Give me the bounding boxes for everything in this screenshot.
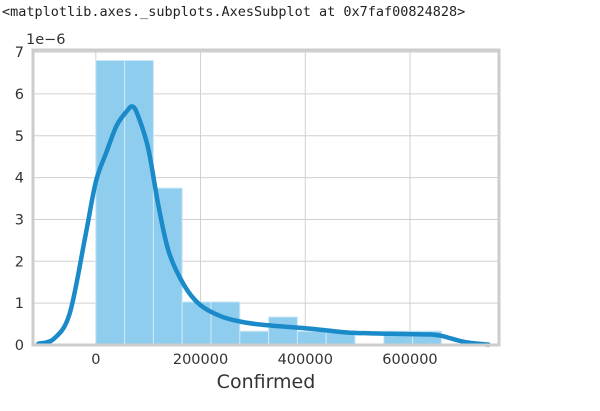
histogram-bar bbox=[152, 187, 183, 346]
y-tick-label: 6 bbox=[15, 87, 24, 103]
y-tick-label: 3 bbox=[15, 212, 24, 228]
histogram-bar bbox=[210, 301, 241, 346]
y-tick-label: 5 bbox=[15, 129, 24, 145]
y-tick-label: 4 bbox=[15, 171, 24, 187]
histogram-bar bbox=[124, 59, 154, 346]
x-axis-label: Confirmed bbox=[217, 371, 316, 393]
x-tick-label: 400000 bbox=[278, 352, 333, 368]
kde-curve bbox=[35, 104, 491, 347]
x-tick-label: 200000 bbox=[173, 352, 228, 368]
x-tick-labels: 0 200000 400000 600000 bbox=[91, 352, 437, 368]
histogram-bar bbox=[268, 316, 298, 346]
x-tick-label: 0 bbox=[91, 352, 100, 368]
y-tick-label: 0 bbox=[15, 338, 24, 354]
y-tick-label: 2 bbox=[15, 254, 24, 270]
axes-frame bbox=[31, 48, 501, 347]
y-tick-labels: 0 1 2 3 4 5 6 7 bbox=[15, 45, 24, 354]
y-tick-label: 1 bbox=[15, 296, 24, 312]
histogram-bar bbox=[239, 330, 270, 346]
cell-output-text: <matplotlib.axes._subplots.AxesSubplot a… bbox=[2, 4, 466, 20]
y-offset-label: 1e−6 bbox=[26, 32, 66, 48]
histogram-bar bbox=[296, 330, 327, 346]
x-tick-label: 600000 bbox=[382, 352, 437, 368]
histogram-bar bbox=[95, 59, 126, 346]
y-tick-label: 7 bbox=[15, 45, 24, 61]
histogram-bars bbox=[95, 59, 442, 346]
